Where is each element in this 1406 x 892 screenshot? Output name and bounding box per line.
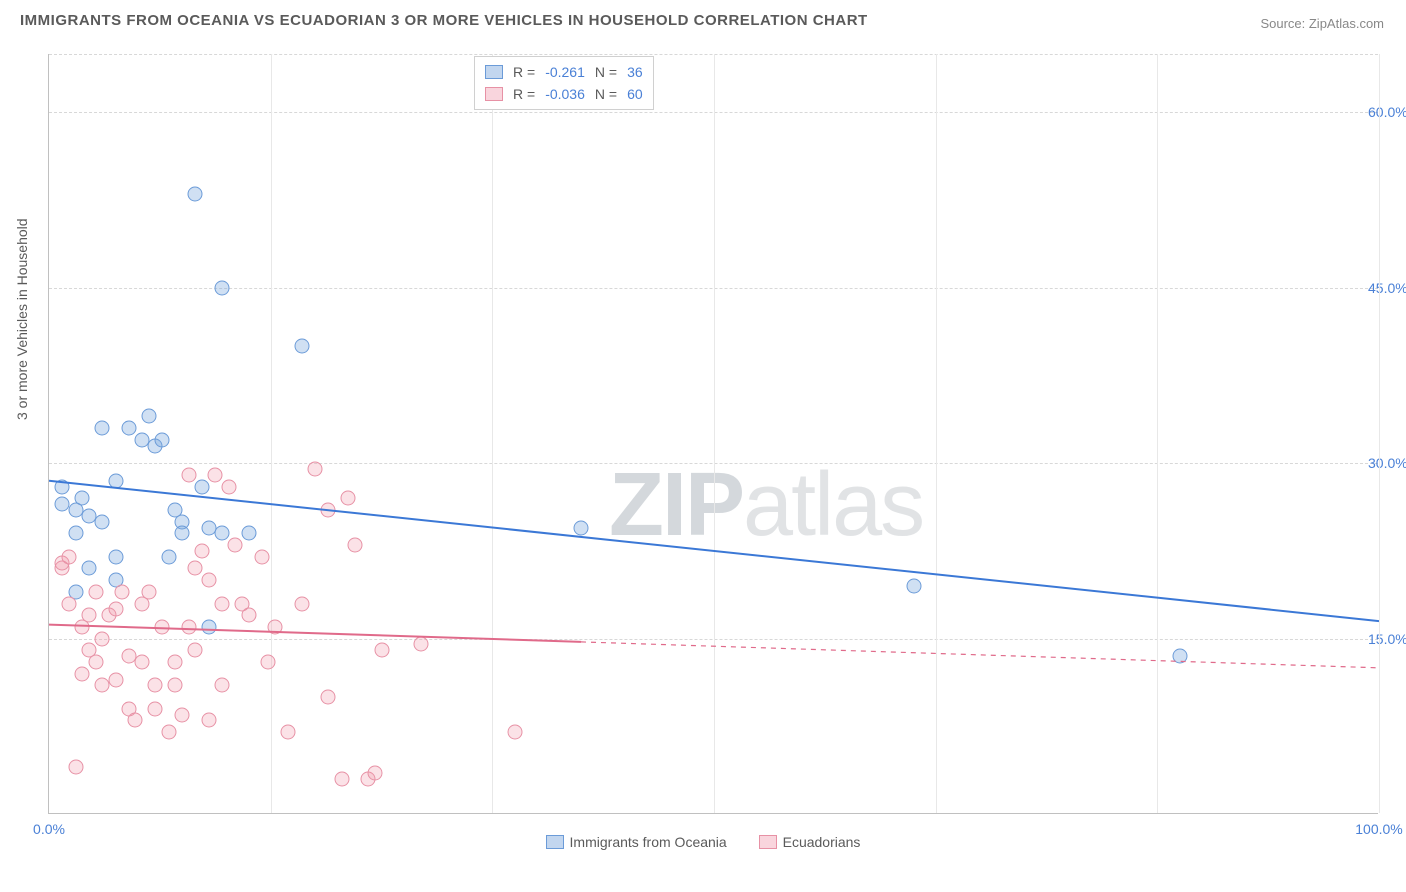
data-point <box>141 409 156 424</box>
data-point <box>214 526 229 541</box>
data-point <box>128 713 143 728</box>
data-point <box>208 467 223 482</box>
chart-title: IMMIGRANTS FROM OCEANIA VS ECUADORIAN 3 … <box>20 12 868 29</box>
data-point <box>1172 649 1187 664</box>
data-point <box>108 473 123 488</box>
data-point <box>81 608 96 623</box>
data-point <box>507 725 522 740</box>
data-point <box>574 520 589 535</box>
data-point <box>201 713 216 728</box>
data-point <box>181 467 196 482</box>
data-point <box>175 526 190 541</box>
data-point <box>214 678 229 693</box>
data-point <box>135 655 150 670</box>
data-point <box>68 526 83 541</box>
data-point <box>321 690 336 705</box>
data-point <box>261 655 276 670</box>
data-point <box>168 678 183 693</box>
data-point <box>367 766 382 781</box>
data-point <box>168 655 183 670</box>
data-point <box>95 631 110 646</box>
y-tick-label: 60.0% <box>1368 104 1406 120</box>
data-point <box>201 573 216 588</box>
data-point <box>254 549 269 564</box>
data-point <box>61 549 76 564</box>
gridline-v <box>492 54 493 813</box>
data-point <box>181 619 196 634</box>
data-point <box>161 549 176 564</box>
data-point <box>906 579 921 594</box>
swatch-blue-icon <box>546 835 564 849</box>
data-point <box>241 526 256 541</box>
data-point <box>161 725 176 740</box>
legend-row-ecuadorians: R =-0.036 N =60 <box>485 83 643 105</box>
data-point <box>214 280 229 295</box>
y-tick-label: 45.0% <box>1368 280 1406 296</box>
data-point <box>68 760 83 775</box>
watermark: ZIPatlas <box>609 454 923 557</box>
data-point <box>374 643 389 658</box>
data-point <box>75 666 90 681</box>
swatch-pink-icon <box>759 835 777 849</box>
data-point <box>188 561 203 576</box>
correlation-legend: R =-0.261 N =36 R =-0.036 N =60 <box>474 56 654 110</box>
legend-item-ecuadorians: Ecuadorians <box>759 834 861 850</box>
data-point <box>194 543 209 558</box>
data-point <box>241 608 256 623</box>
data-point <box>294 596 309 611</box>
data-point <box>108 672 123 687</box>
data-point <box>155 432 170 447</box>
series-legend: Immigrants from Oceania Ecuadorians <box>0 834 1406 852</box>
data-point <box>347 538 362 553</box>
data-point <box>188 643 203 658</box>
data-point <box>194 479 209 494</box>
swatch-pink-icon <box>485 87 503 101</box>
gridline-v <box>1379 54 1380 813</box>
swatch-blue-icon <box>485 65 503 79</box>
data-point <box>308 462 323 477</box>
data-point <box>268 619 283 634</box>
data-point <box>148 701 163 716</box>
data-point <box>148 678 163 693</box>
data-point <box>294 339 309 354</box>
data-point <box>81 561 96 576</box>
data-point <box>88 655 103 670</box>
data-point <box>155 619 170 634</box>
data-point <box>334 771 349 786</box>
gridline-v <box>271 54 272 813</box>
gridline-v <box>1157 54 1158 813</box>
data-point <box>175 707 190 722</box>
data-point <box>228 538 243 553</box>
data-point <box>121 421 136 436</box>
data-point <box>341 491 356 506</box>
data-point <box>95 514 110 529</box>
data-point <box>188 187 203 202</box>
legend-row-oceania: R =-0.261 N =36 <box>485 61 643 83</box>
y-tick-label: 15.0% <box>1368 631 1406 647</box>
y-tick-label: 30.0% <box>1368 455 1406 471</box>
data-point <box>221 479 236 494</box>
data-point <box>75 491 90 506</box>
y-axis-label: 3 or more Vehicles in Household <box>14 218 30 420</box>
data-point <box>55 479 70 494</box>
data-point <box>281 725 296 740</box>
data-point <box>95 421 110 436</box>
gridline-v <box>714 54 715 813</box>
data-point <box>88 584 103 599</box>
data-point <box>321 503 336 518</box>
scatter-plot-area: ZIPatlas 15.0%30.0%45.0%60.0%0.0%100.0% <box>48 54 1378 814</box>
data-point <box>61 596 76 611</box>
data-point <box>214 596 229 611</box>
gridline-v <box>936 54 937 813</box>
data-point <box>414 637 429 652</box>
data-point <box>141 584 156 599</box>
data-point <box>201 619 216 634</box>
data-point <box>108 549 123 564</box>
data-point <box>108 602 123 617</box>
legend-item-oceania: Immigrants from Oceania <box>546 834 727 850</box>
source-attribution: Source: ZipAtlas.com <box>1260 16 1384 31</box>
data-point <box>115 584 130 599</box>
